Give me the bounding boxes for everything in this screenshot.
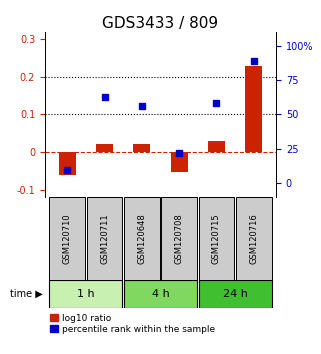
Bar <box>124 280 197 308</box>
Bar <box>49 280 123 308</box>
Text: 1 h: 1 h <box>77 289 95 299</box>
Text: GSM120715: GSM120715 <box>212 213 221 264</box>
Bar <box>59 152 76 175</box>
Bar <box>49 197 85 280</box>
Bar <box>134 144 150 152</box>
Text: GSM120711: GSM120711 <box>100 213 109 264</box>
Text: GSM120710: GSM120710 <box>63 213 72 264</box>
Bar <box>198 197 234 280</box>
Text: 24 h: 24 h <box>223 289 247 299</box>
Bar <box>171 152 187 172</box>
Bar <box>87 197 123 280</box>
Bar <box>245 65 262 152</box>
Text: GSM120716: GSM120716 <box>249 213 258 264</box>
Bar <box>208 141 225 152</box>
Bar <box>198 280 272 308</box>
Legend: log10 ratio, percentile rank within the sample: log10 ratio, percentile rank within the … <box>49 313 216 335</box>
Text: time ▶: time ▶ <box>10 289 43 299</box>
Bar <box>96 144 113 152</box>
Title: GDS3433 / 809: GDS3433 / 809 <box>102 16 219 31</box>
Bar <box>236 197 272 280</box>
Text: GSM120708: GSM120708 <box>175 213 184 264</box>
Bar <box>124 197 160 280</box>
Bar <box>161 197 197 280</box>
Text: GSM120648: GSM120648 <box>137 213 146 264</box>
Text: 4 h: 4 h <box>152 289 169 299</box>
